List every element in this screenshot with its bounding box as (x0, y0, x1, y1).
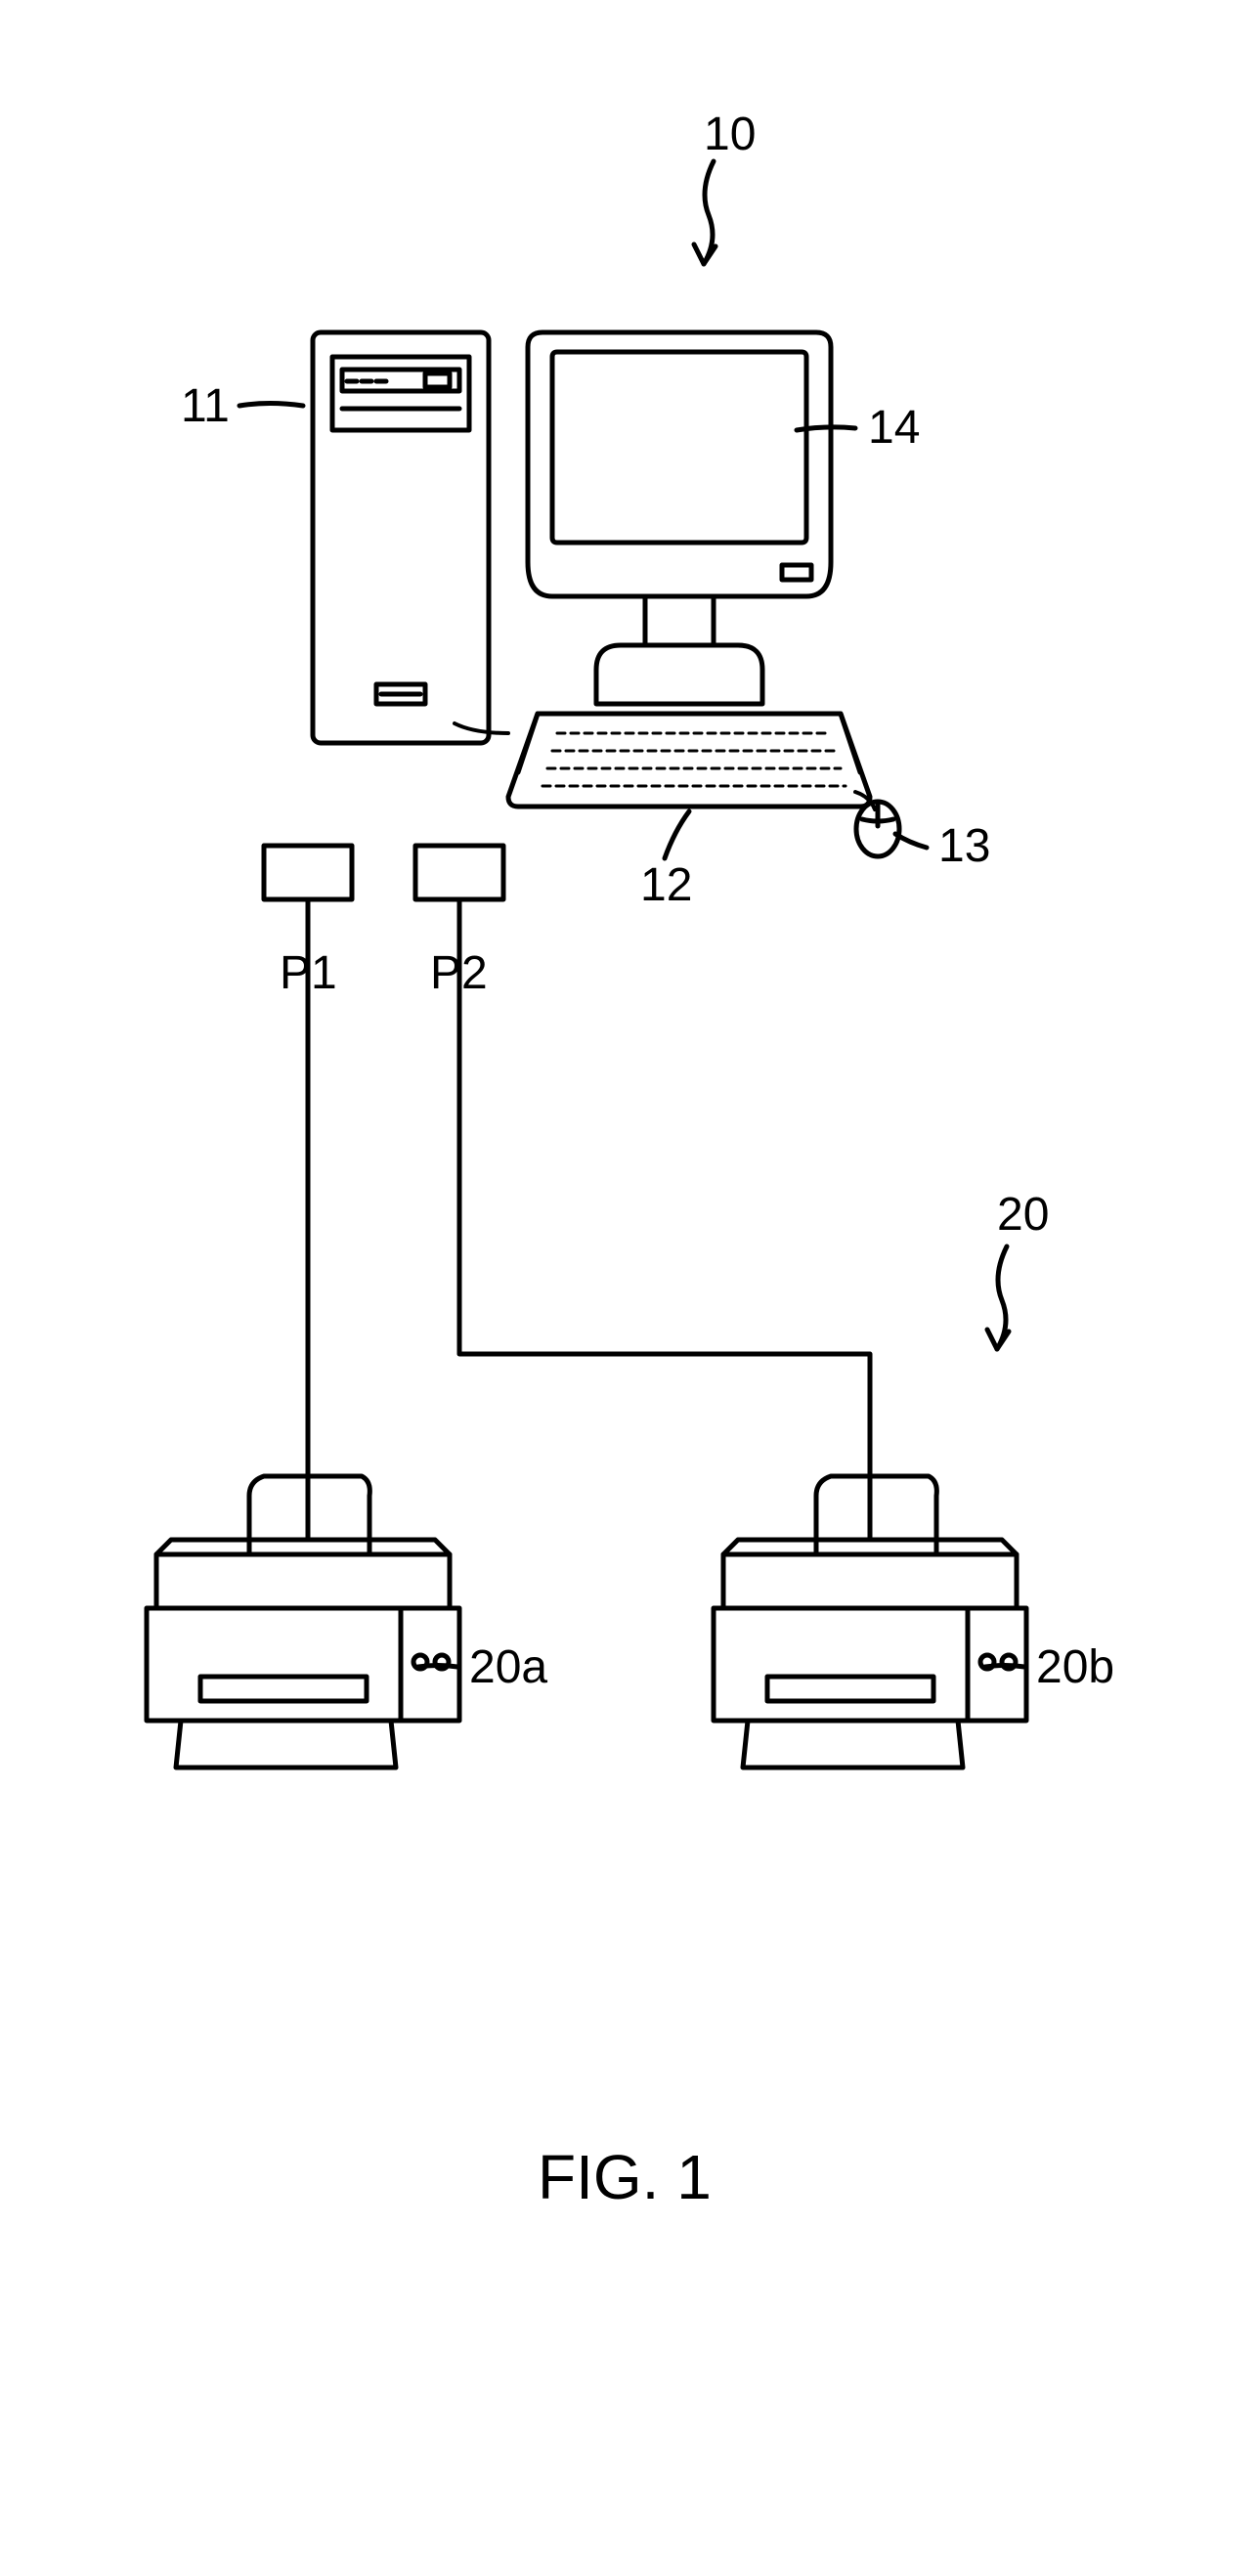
label-port-p2: P2 (430, 946, 488, 1000)
label-computer-11: 11 (181, 379, 230, 433)
label-printer-group-20: 20 (997, 1188, 1049, 1242)
figure-caption: FIG. 1 (538, 2141, 712, 2213)
printer-a-shape (147, 1476, 459, 1768)
label-printer-20b: 20b (1036, 1640, 1114, 1694)
label-monitor-14: 14 (868, 401, 920, 455)
label-mouse-13: 13 (938, 819, 990, 873)
label-port-p1: P1 (280, 946, 337, 1000)
label-system-10: 10 (704, 108, 756, 161)
diagram-canvas: 10 11 12 13 14 P1 P2 20 20a 20b FIG. 1 (20, 20, 1258, 2556)
label-keyboard-12: 12 (640, 858, 692, 912)
label-printer-20a: 20a (469, 1640, 547, 1694)
